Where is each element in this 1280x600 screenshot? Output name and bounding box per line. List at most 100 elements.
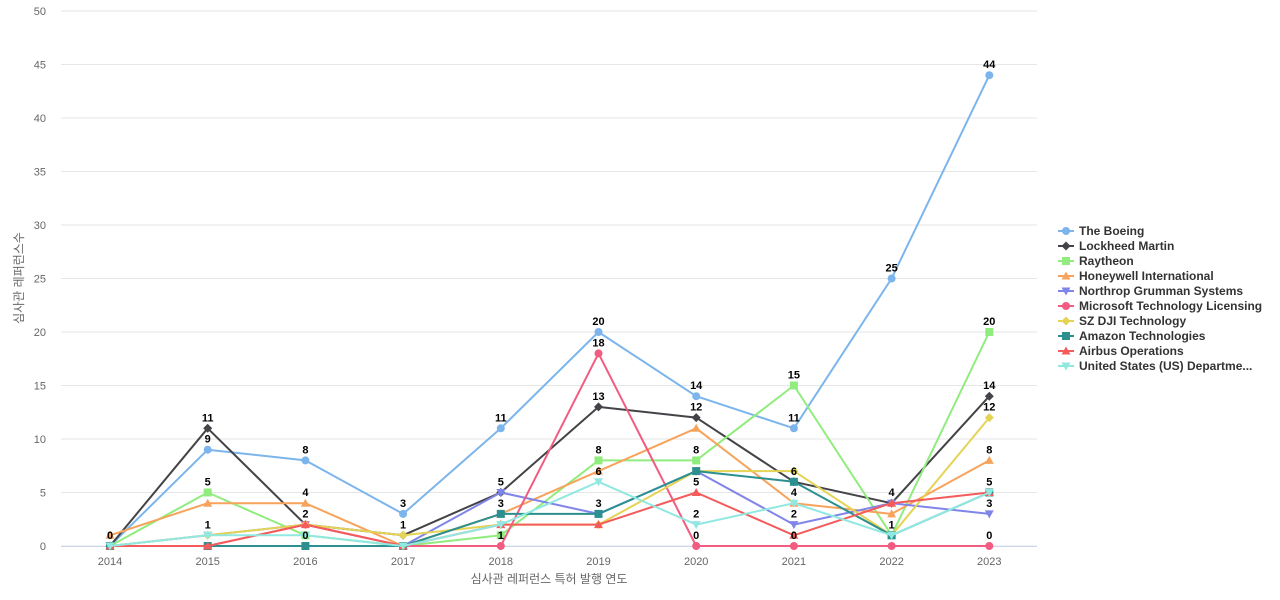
legend-marker[interactable] <box>1061 271 1071 279</box>
data-point[interactable] <box>203 488 212 497</box>
legend-marker[interactable] <box>1061 362 1071 370</box>
data-point[interactable] <box>398 530 408 540</box>
legend-marker[interactable] <box>1061 346 1071 354</box>
series-amazon-technologies[interactable] <box>106 467 994 550</box>
data-point[interactable] <box>300 531 310 540</box>
data-point[interactable] <box>887 531 897 540</box>
data-point[interactable] <box>985 542 994 550</box>
legend-marker[interactable] <box>1062 301 1070 310</box>
data-point[interactable] <box>594 456 603 465</box>
data-point[interactable] <box>692 467 701 476</box>
legend-item[interactable]: Lockheed Martin <box>1058 238 1262 253</box>
legend-marker[interactable] <box>1062 256 1070 265</box>
legend-item[interactable]: Northrop Grumman Systems <box>1058 283 1262 298</box>
data-point[interactable] <box>789 381 798 390</box>
data-label: 5 <box>205 477 211 489</box>
data-point[interactable] <box>985 328 994 336</box>
series-line[interactable] <box>110 491 990 547</box>
legend-item[interactable]: Airbus Operations <box>1058 343 1262 358</box>
data-point[interactable] <box>789 424 798 433</box>
data-label: 4 <box>791 487 798 499</box>
data-point[interactable] <box>887 509 897 518</box>
data-point[interactable] <box>789 542 798 550</box>
data-point[interactable] <box>300 520 310 529</box>
data-point[interactable] <box>887 274 896 283</box>
x-tick-label: 2015 <box>195 556 219 568</box>
data-point[interactable] <box>496 424 505 433</box>
series-sz-dji-technology[interactable] <box>105 413 994 551</box>
legend-marker[interactable] <box>1061 287 1071 295</box>
data-point[interactable] <box>105 542 115 551</box>
legend-swatch <box>1058 331 1074 340</box>
data-point[interactable] <box>789 530 799 539</box>
series-united-states-us-departme[interactable] <box>105 478 994 551</box>
data-point[interactable] <box>789 477 798 486</box>
data-point[interactable] <box>398 542 408 551</box>
series-northrop-grumman-systems[interactable] <box>105 467 994 551</box>
data-point[interactable] <box>301 542 310 550</box>
legend-marker[interactable] <box>1061 316 1071 325</box>
data-point[interactable] <box>399 509 408 518</box>
data-point[interactable] <box>594 328 603 336</box>
data-point[interactable] <box>594 520 603 529</box>
data-point[interactable] <box>691 521 701 530</box>
data-point[interactable] <box>789 466 799 476</box>
data-point[interactable] <box>496 509 505 518</box>
data-point[interactable] <box>203 445 212 454</box>
legend-item[interactable]: Amazon Technologies <box>1058 328 1262 343</box>
data-point[interactable] <box>691 423 701 432</box>
data-point[interactable] <box>300 498 310 507</box>
data-point[interactable] <box>594 509 603 518</box>
data-point[interactable] <box>691 413 701 423</box>
legend-swatch <box>1058 346 1074 354</box>
data-point[interactable] <box>692 542 701 550</box>
legend-marker[interactable] <box>1062 226 1070 235</box>
data-point[interactable] <box>496 521 506 530</box>
data-point[interactable] <box>984 455 994 464</box>
data-point[interactable] <box>789 499 799 508</box>
data-point[interactable] <box>594 478 603 487</box>
series-lockheed-martin[interactable] <box>105 391 994 551</box>
data-point[interactable] <box>496 489 506 497</box>
legend-item[interactable]: Honeywell International <box>1058 268 1262 283</box>
data-point[interactable] <box>594 466 603 475</box>
series-line[interactable] <box>109 427 990 547</box>
data-point[interactable] <box>887 498 897 507</box>
data-point[interactable] <box>105 530 115 539</box>
series-line[interactable] <box>109 74 991 547</box>
data-point[interactable] <box>984 489 994 497</box>
data-point[interactable] <box>985 71 994 80</box>
data-point[interactable] <box>887 542 896 550</box>
series-line[interactable] <box>109 480 990 547</box>
data-point[interactable] <box>692 392 701 401</box>
legend-item[interactable]: SZ DJI Technology <box>1058 313 1262 328</box>
data-point[interactable] <box>203 498 213 507</box>
data-point[interactable] <box>789 521 799 530</box>
data-point[interactable] <box>984 413 994 423</box>
data-point[interactable] <box>496 542 505 550</box>
y-tick-label: 5 <box>40 488 46 500</box>
series-line[interactable] <box>109 331 991 547</box>
data-point[interactable] <box>984 391 994 401</box>
data-point[interactable] <box>301 456 310 465</box>
data-point[interactable] <box>203 541 213 550</box>
legend-marker[interactable] <box>1061 241 1071 250</box>
legend-item[interactable]: Raytheon <box>1058 253 1262 268</box>
data-label: 3 <box>986 498 992 510</box>
legend-marker[interactable] <box>1062 331 1070 340</box>
legend-item[interactable]: United States (US) Departme... <box>1058 358 1262 373</box>
data-point[interactable] <box>594 402 603 412</box>
data-point[interactable] <box>984 510 994 519</box>
x-tick-label: 2023 <box>977 556 1001 568</box>
data-point[interactable] <box>203 423 213 433</box>
data-point[interactable] <box>691 488 701 496</box>
data-point[interactable] <box>594 349 603 358</box>
series-the-boeing[interactable] <box>106 71 994 550</box>
legend-item[interactable]: Microsoft Technology Licensing <box>1058 298 1262 313</box>
series-line[interactable] <box>110 470 990 547</box>
legend-label: Northrop Grumman Systems <box>1079 283 1244 298</box>
data-point[interactable] <box>496 531 505 540</box>
data-point[interactable] <box>692 456 701 465</box>
legend-item[interactable]: The Boeing <box>1058 223 1262 238</box>
data-point[interactable] <box>203 531 213 540</box>
